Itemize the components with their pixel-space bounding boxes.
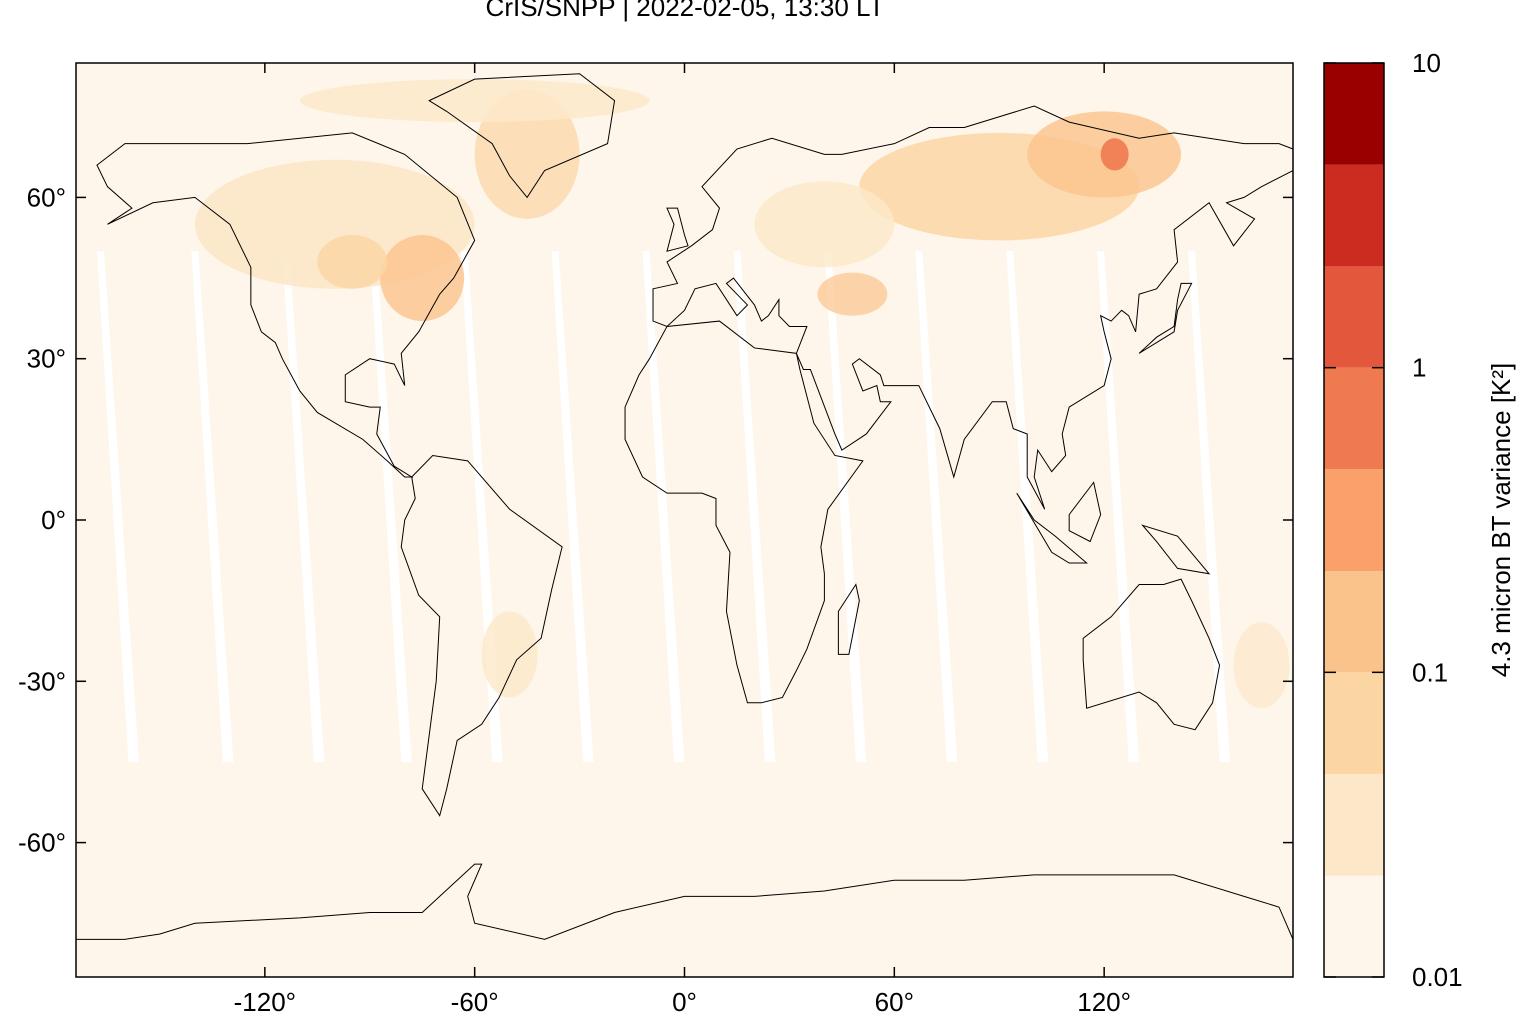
colorbar-band [1324, 266, 1384, 368]
chart-title: CrIS/SNPP | 2022-02-05, 13:30 LT [486, 0, 885, 22]
swath-gap [551, 251, 594, 762]
y-tick-label: 60° [27, 182, 66, 212]
coastline [76, 864, 1293, 939]
coastline [429, 74, 614, 198]
colorbar-band [1324, 469, 1384, 572]
colorbar-band [1324, 773, 1384, 876]
coastline [625, 321, 863, 703]
coastline [838, 585, 859, 655]
swath-gap [733, 251, 776, 762]
swath-gap [96, 251, 139, 762]
variance-patch [481, 611, 538, 698]
colorbar-tick-label: 1 [1412, 353, 1426, 383]
coastline [653, 106, 1293, 509]
colorbar-band [1324, 875, 1384, 977]
y-tick-label: -60° [18, 828, 66, 858]
variance-patch [380, 235, 465, 322]
coastline [1017, 482, 1209, 573]
x-tick-label: 0° [672, 987, 697, 1017]
swath-gap [191, 251, 234, 762]
colorbar-band [1324, 672, 1384, 774]
coastlines [76, 74, 1293, 940]
colorbar-label: 4.3 micron BT variance [K²] [1486, 363, 1516, 678]
swath-gap [642, 251, 685, 762]
field-features [96, 79, 1290, 762]
variance-patch [474, 89, 580, 219]
x-tick-label: 120° [1077, 987, 1131, 1017]
coastline [1139, 283, 1191, 353]
x-tick-label: -120° [234, 987, 296, 1017]
x-tick-label: -60° [451, 987, 499, 1017]
colorbar-band [1324, 367, 1384, 470]
colorbar-tick-label: 10 [1412, 48, 1441, 78]
coastline [1083, 579, 1219, 730]
colorbar-frame [1323, 62, 1385, 978]
swath-gap [369, 251, 412, 762]
swath-gap [1006, 251, 1049, 762]
axes: -120° -60° 0° 60° 120° -60° -30° 0° 30° 60° [18, 63, 1293, 1017]
swath-gap [824, 251, 867, 762]
coastline [401, 455, 562, 815]
variance-patch [317, 235, 388, 289]
swath-gap [1097, 251, 1140, 762]
coastline [97, 133, 475, 477]
swath-gap [915, 251, 958, 762]
variance-patch [1233, 622, 1290, 709]
x-tick-label: 60° [875, 987, 914, 1017]
coastline [667, 208, 688, 251]
colorbar-tick-label: 0.1 [1412, 657, 1448, 687]
colorbar: 0.01 0.1 1 10 4.3 micron BT variance [K²] [1323, 48, 1516, 992]
y-tick-label: -30° [18, 666, 66, 696]
variance-patch [299, 79, 650, 123]
y-tick-label: 0° [41, 505, 66, 535]
data-field [76, 63, 1293, 977]
variance-patch [817, 272, 888, 316]
swath-gap [1188, 251, 1231, 762]
variance-patch [754, 181, 895, 268]
colorbar-tick-label: 0.01 [1412, 962, 1463, 992]
colorbar-band [1324, 63, 1384, 165]
y-tick-label: 30° [27, 344, 66, 374]
colorbar-band [1324, 164, 1384, 267]
colorbar-band [1324, 571, 1384, 673]
variance-patch [1100, 138, 1129, 171]
